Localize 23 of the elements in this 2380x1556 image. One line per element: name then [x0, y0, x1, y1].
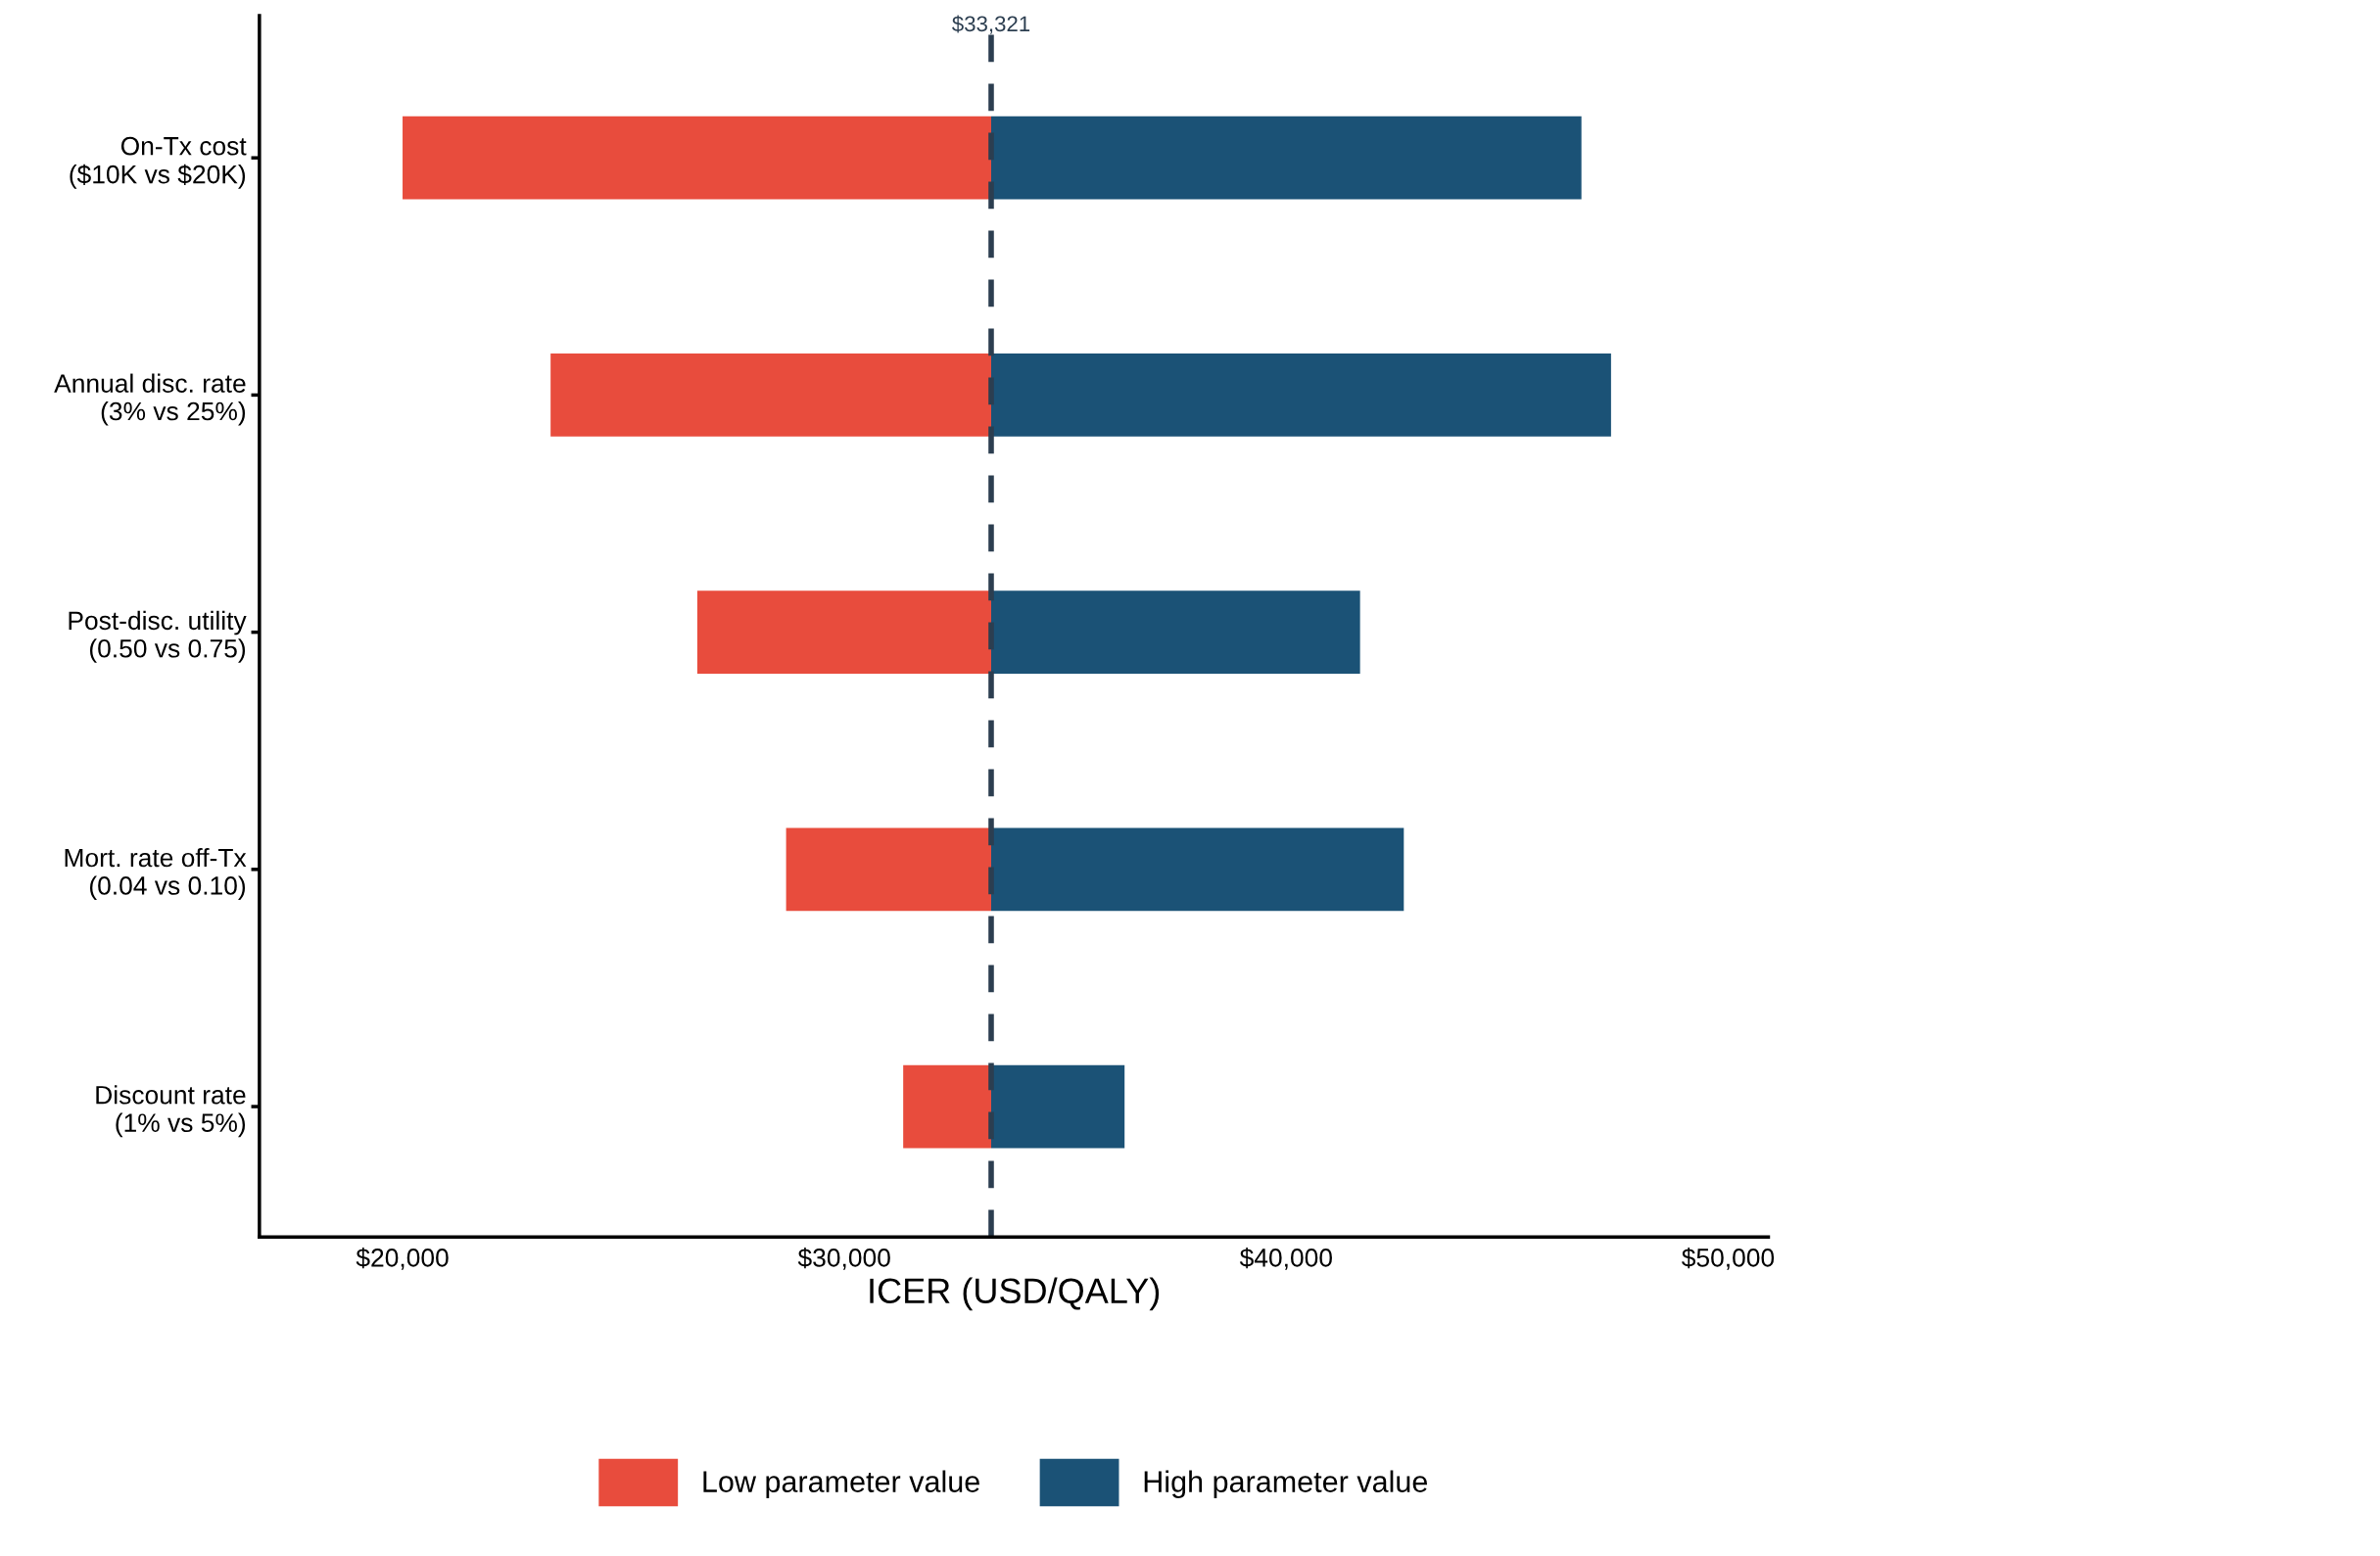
x-tick-label: $20,000 — [356, 1247, 449, 1270]
x-axis-title: ICER (USD/QALY) — [870, 1277, 1160, 1311]
bar — [990, 116, 1582, 200]
y-tick-label: On-Tx cost ($10K vs $20K) — [70, 136, 247, 189]
legend-label: High parameter value — [1144, 1470, 1427, 1498]
bar — [550, 354, 991, 437]
y-tick-label: Discount rate (1% vs 5%) — [96, 1085, 246, 1138]
legend-label: Low parameter value — [703, 1470, 979, 1498]
bar — [990, 827, 1404, 912]
bar — [990, 1064, 1125, 1149]
y-tick-label: Mort. rate off-Tx (0.04 vs 0.10) — [65, 848, 247, 900]
bar — [403, 116, 991, 200]
ref-line-label: $33,321 — [952, 15, 1030, 34]
x-tick-label: $30,000 — [797, 1247, 890, 1270]
bar — [903, 1064, 991, 1149]
x-tick-label: $40,000 — [1239, 1247, 1332, 1270]
bar — [696, 590, 991, 675]
bar — [990, 354, 1611, 437]
bar — [785, 827, 991, 912]
bar — [990, 590, 1360, 675]
y-tick-label: Annual disc. rate (3% vs 25%) — [54, 373, 246, 426]
x-tick-label: $50,000 — [1682, 1247, 1775, 1270]
y-tick-label: Post-disc. utility (0.50 vs 0.75) — [69, 610, 247, 663]
